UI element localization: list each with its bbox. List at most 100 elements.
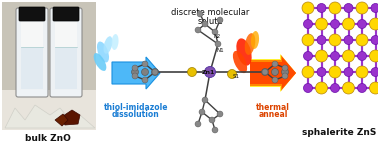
Circle shape: [132, 65, 138, 71]
Circle shape: [342, 82, 355, 94]
Circle shape: [358, 83, 367, 92]
FancyBboxPatch shape: [50, 8, 82, 97]
Circle shape: [317, 67, 326, 76]
FancyBboxPatch shape: [19, 7, 45, 21]
Circle shape: [217, 17, 223, 23]
Circle shape: [132, 69, 138, 76]
Polygon shape: [55, 114, 68, 126]
Circle shape: [195, 121, 201, 127]
Circle shape: [371, 67, 378, 76]
Circle shape: [371, 35, 378, 45]
Text: thermal: thermal: [256, 103, 290, 112]
Bar: [21, 47, 43, 89]
Text: bulk ZnO: bulk ZnO: [25, 134, 71, 143]
Circle shape: [370, 50, 378, 62]
Circle shape: [329, 66, 341, 78]
Polygon shape: [5, 105, 95, 128]
Circle shape: [370, 82, 378, 94]
Ellipse shape: [94, 53, 106, 71]
Circle shape: [329, 2, 341, 14]
FancyArrow shape: [250, 55, 296, 91]
Circle shape: [316, 82, 327, 94]
Circle shape: [212, 29, 218, 35]
Circle shape: [330, 20, 339, 29]
Circle shape: [330, 83, 339, 92]
Bar: [55, 22, 77, 47]
Circle shape: [212, 127, 218, 133]
Circle shape: [152, 69, 158, 75]
Circle shape: [132, 73, 138, 79]
Circle shape: [302, 2, 314, 14]
Circle shape: [371, 4, 378, 12]
Text: S1: S1: [232, 75, 240, 80]
Ellipse shape: [97, 41, 109, 62]
Circle shape: [204, 66, 215, 77]
Circle shape: [329, 34, 341, 46]
Circle shape: [344, 4, 353, 12]
Circle shape: [316, 18, 327, 30]
Circle shape: [302, 66, 314, 78]
Ellipse shape: [251, 31, 259, 49]
Circle shape: [262, 69, 268, 75]
Circle shape: [316, 50, 327, 62]
Circle shape: [356, 34, 368, 46]
Text: anneal: anneal: [258, 110, 288, 119]
Circle shape: [197, 11, 203, 17]
Bar: [302, 2, 376, 127]
Ellipse shape: [245, 33, 255, 55]
Circle shape: [317, 4, 326, 12]
Polygon shape: [60, 110, 80, 125]
Circle shape: [282, 73, 288, 79]
Circle shape: [304, 51, 313, 61]
Text: dissolution: dissolution: [112, 110, 160, 119]
Circle shape: [370, 18, 378, 30]
Circle shape: [202, 21, 208, 27]
Circle shape: [228, 70, 237, 78]
Circle shape: [202, 97, 208, 103]
Circle shape: [209, 117, 215, 123]
Text: sphalerite ZnS: sphalerite ZnS: [302, 128, 376, 137]
Circle shape: [342, 18, 355, 30]
Circle shape: [262, 69, 268, 76]
Circle shape: [142, 77, 148, 83]
Text: N2: N2: [213, 34, 221, 39]
Circle shape: [330, 51, 339, 61]
Circle shape: [304, 20, 313, 29]
Circle shape: [199, 109, 205, 115]
FancyBboxPatch shape: [53, 7, 79, 21]
Circle shape: [217, 111, 223, 117]
Circle shape: [358, 20, 367, 29]
Text: solute: solute: [197, 17, 223, 26]
Circle shape: [358, 51, 367, 61]
Ellipse shape: [104, 36, 113, 54]
Circle shape: [344, 67, 353, 76]
Bar: [55, 47, 77, 89]
Circle shape: [342, 50, 355, 62]
Circle shape: [271, 69, 279, 76]
Ellipse shape: [236, 38, 252, 66]
FancyBboxPatch shape: [16, 8, 48, 97]
Circle shape: [304, 83, 313, 92]
Text: thiol-imidazole: thiol-imidazole: [104, 103, 168, 112]
Circle shape: [272, 61, 278, 67]
FancyArrow shape: [250, 57, 296, 89]
Ellipse shape: [233, 51, 247, 73]
Circle shape: [317, 35, 326, 45]
Circle shape: [356, 2, 368, 14]
Circle shape: [356, 66, 368, 78]
Circle shape: [152, 69, 158, 76]
Bar: [2, 90, 96, 130]
Circle shape: [272, 77, 278, 83]
Circle shape: [282, 69, 288, 76]
Text: discrete molecular: discrete molecular: [171, 8, 249, 17]
Circle shape: [282, 65, 288, 71]
Circle shape: [215, 41, 221, 47]
Text: Zn1: Zn1: [201, 71, 215, 76]
Circle shape: [187, 67, 197, 76]
Circle shape: [195, 27, 201, 33]
Circle shape: [142, 61, 148, 67]
FancyArrow shape: [250, 54, 296, 92]
Circle shape: [141, 69, 149, 76]
Bar: [21, 22, 43, 47]
Text: N1: N1: [216, 47, 224, 52]
